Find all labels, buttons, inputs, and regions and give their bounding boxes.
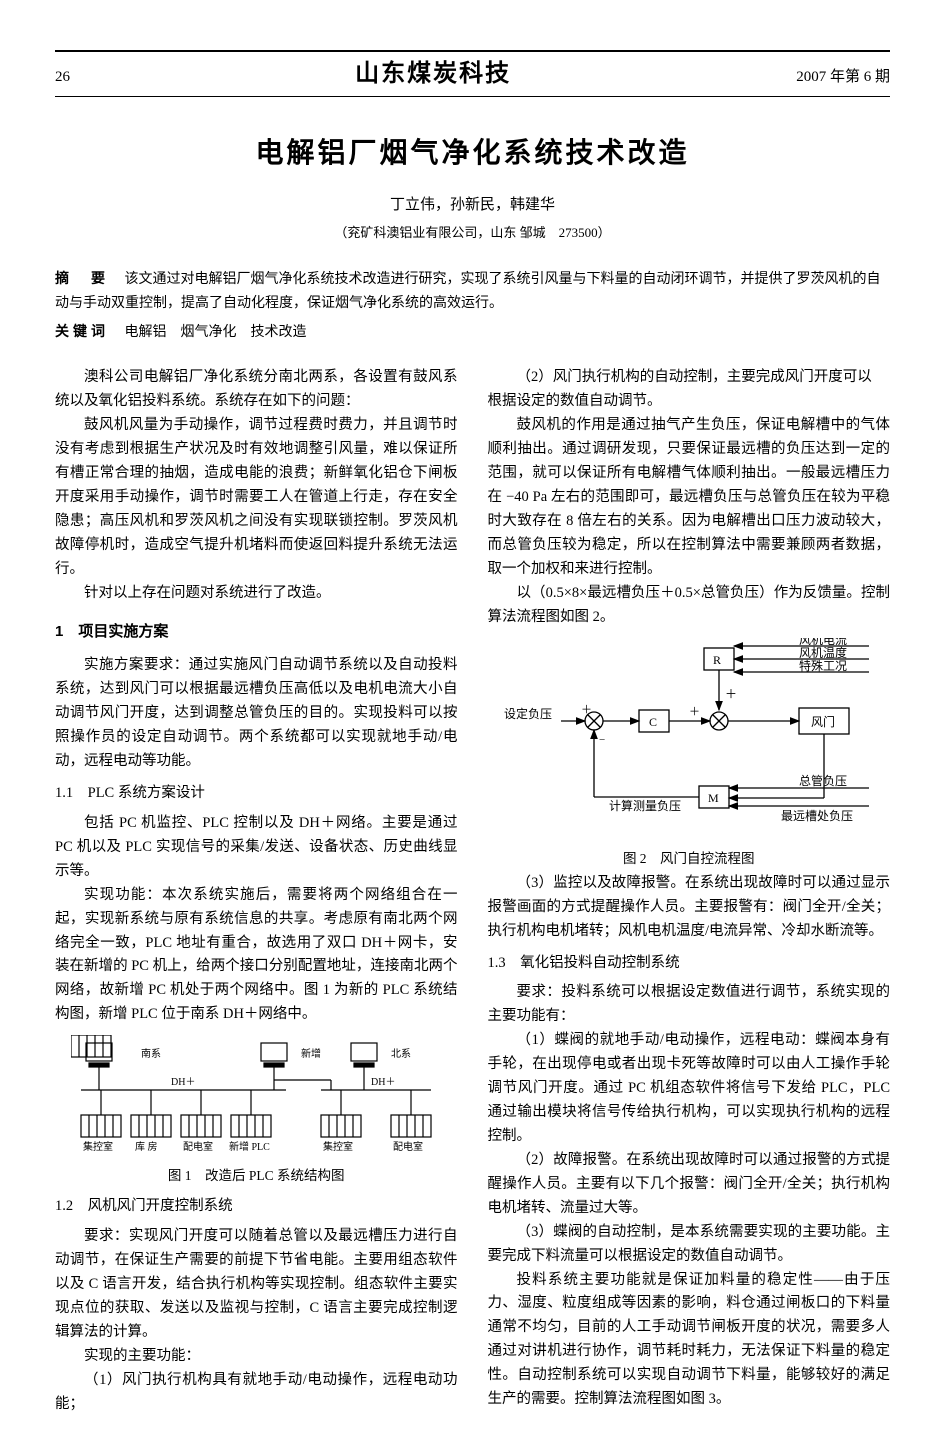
svg-text:C: C [649,715,657,729]
paragraph: 实现功能：本次系统实施后，需要将两个网络组合在一起，实现新系统与原有系统信息的共… [55,884,458,1028]
svg-text:配电室: 配电室 [393,1140,423,1153]
svg-text:＋: ＋ [725,687,737,701]
svg-text:风门: 风门 [811,714,835,729]
paragraph: （3）监控以及故障报警。在系统出现故障时可以通过显示报警画面的方式提醒操作人员。… [488,872,891,944]
label: 新增 [301,1047,321,1060]
svg-text:＋: ＋ [581,704,592,716]
svg-text:计算测量负压: 计算测量负压 [609,798,681,813]
paragraph: 包括 PC 机监控、PLC 控制以及 DH＋网络。主要是通过 PC 机以及 PL… [55,812,458,884]
svg-text:总管负压: 总管负压 [799,773,847,788]
subsection-heading: 1.3 氧化铝投料自动控制系统 [488,952,891,976]
control-flowchart: R 风机电流 风机温度 特殊工况 ＋ 设定负压 ＋ [499,638,879,848]
paragraph: 要求：实现风门开度可以随着总管以及最远槽压力进行自动调节，在保证生产需要的前提下… [55,1225,458,1345]
svg-text:配电室: 配电室 [183,1140,213,1153]
affiliation: （兖矿科澳铝业有限公司，山东 邹城 273500） [55,223,890,243]
paragraph: 要求：投料系统可以根据设定数值进行调节，系统实现的主要功能有： [488,981,891,1029]
svg-text:设定负压: 设定负压 [504,706,552,721]
article-title: 电解铝厂烟气净化系统技术改造 [55,132,890,174]
paragraph: 澳科公司电解铝厂净化系统分南北两系，各设置有鼓风系统以及氧化铝投料系统。系统存在… [55,366,458,414]
keywords-label: 关键词 [55,323,109,339]
paragraph: 以（0.5×8×最远槽负压＋0.5×总管负压）作为反馈量。控制算法流程图如图 2… [488,582,891,630]
label: 南系 [141,1047,161,1060]
subsection-heading: 1.1 PLC 系统方案设计 [55,782,458,806]
paragraph: 根据设定的数值自动调节。 [488,390,891,414]
journal-name: 山东煤炭科技 [355,56,511,92]
figure-2: R 风机电流 风机温度 特殊工况 ＋ 设定负压 ＋ [488,638,891,870]
svg-text:最远槽处负压: 最远槽处负压 [781,809,853,823]
body-columns: 澳科公司电解铝厂净化系统分南北两系，各设置有鼓风系统以及氧化铝投料系统。系统存在… [55,366,890,1416]
label: DH＋ [371,1077,395,1088]
svg-text:新增 PLC: 新增 PLC [229,1140,270,1153]
paragraph: 实施方案要求：通过实施风门自动调节系统以及自动投料系统，达到风门可以根据最远槽负… [55,654,458,774]
paragraph: （3）蝶阀的自动控制，是本系统需要实现的主要功能。主要完成下料流量可以根据设定的… [488,1221,891,1269]
paragraph: 投料系统主要功能就是保证加料量的稳定性——由于压力、湿度、粒度组成等因素的影响，… [488,1269,891,1413]
paragraph: （1）风门执行机构具有就地手动/电动操作，远程电动功能； [55,1369,458,1417]
label: 北系 [391,1048,411,1060]
issue-info: 2007 年第 6 期 [796,66,890,89]
label: DH＋ [171,1077,195,1088]
svg-text:＋: ＋ [689,706,700,718]
paragraph: 针对以上存在问题对系统进行了改造。 [55,582,458,606]
plc-diagram: 南系 新增 北系 DH＋ DH＋ [71,1035,441,1165]
paragraph: 鼓风机风量为手动操作，调节过程费时费力，并且调节时没有考虑到根据生产状况及时有效… [55,414,458,581]
paragraph: 鼓风机的作用是通过抽气产生负压，保证电解槽中的气体顺利抽出。通过调研发现，只要保… [488,414,891,581]
paragraph: 实现的主要功能： [55,1345,458,1369]
paragraph: （2）风门执行机构的自动控制，主要完成风门开度可以 [488,366,891,390]
svg-text:R: R [713,653,721,667]
svg-text:特殊工况: 特殊工况 [799,658,847,673]
figure-1-caption: 图 1 改造后 PLC 系统结构图 [55,1165,458,1187]
header-rule [55,96,890,97]
abstract-text: 该文通过对电解铝厂烟气净化系统技术改造进行研究，实现了系统引风量与下料量的自动闭… [55,272,881,311]
abstract-block: 摘 要 该文通过对电解铝厂烟气净化系统技术改造进行研究，实现了系统引风量与下料量… [55,267,890,344]
running-header: 26 山东煤炭科技 2007 年第 6 期 [55,52,890,96]
svg-text:集控室: 集控室 [323,1140,353,1153]
svg-text:−: − [599,734,605,746]
svg-text:集控室: 集控室 [83,1140,113,1153]
authors: 丁立伟，孙新民，韩建华 [55,194,890,217]
figure-1: 南系 新增 北系 DH＋ DH＋ [55,1035,458,1187]
paragraph: （2）故障报警。在系统出现故障时可以通过报警的方式提醒操作人员。主要有以下几个报… [488,1149,891,1221]
figure-2-caption: 图 2 风门自控流程图 [488,848,891,870]
svg-text:风机温度: 风机温度 [799,645,847,660]
page-number: 26 [55,66,70,89]
svg-text:库 房: 库 房 [135,1140,158,1153]
keywords-text: 电解铝 烟气净化 技术改造 [125,325,307,340]
paragraph: （1）蝶阀的就地手动/电动操作，远程电动：蝶阀本身有手轮，在出现停电或者出现卡死… [488,1029,891,1149]
subsection-heading: 1.2 风机风门开度控制系统 [55,1195,458,1219]
section-heading: 1 项目实施方案 [55,620,458,645]
abstract-label: 摘 要 [55,270,109,286]
svg-text:M: M [708,791,719,805]
